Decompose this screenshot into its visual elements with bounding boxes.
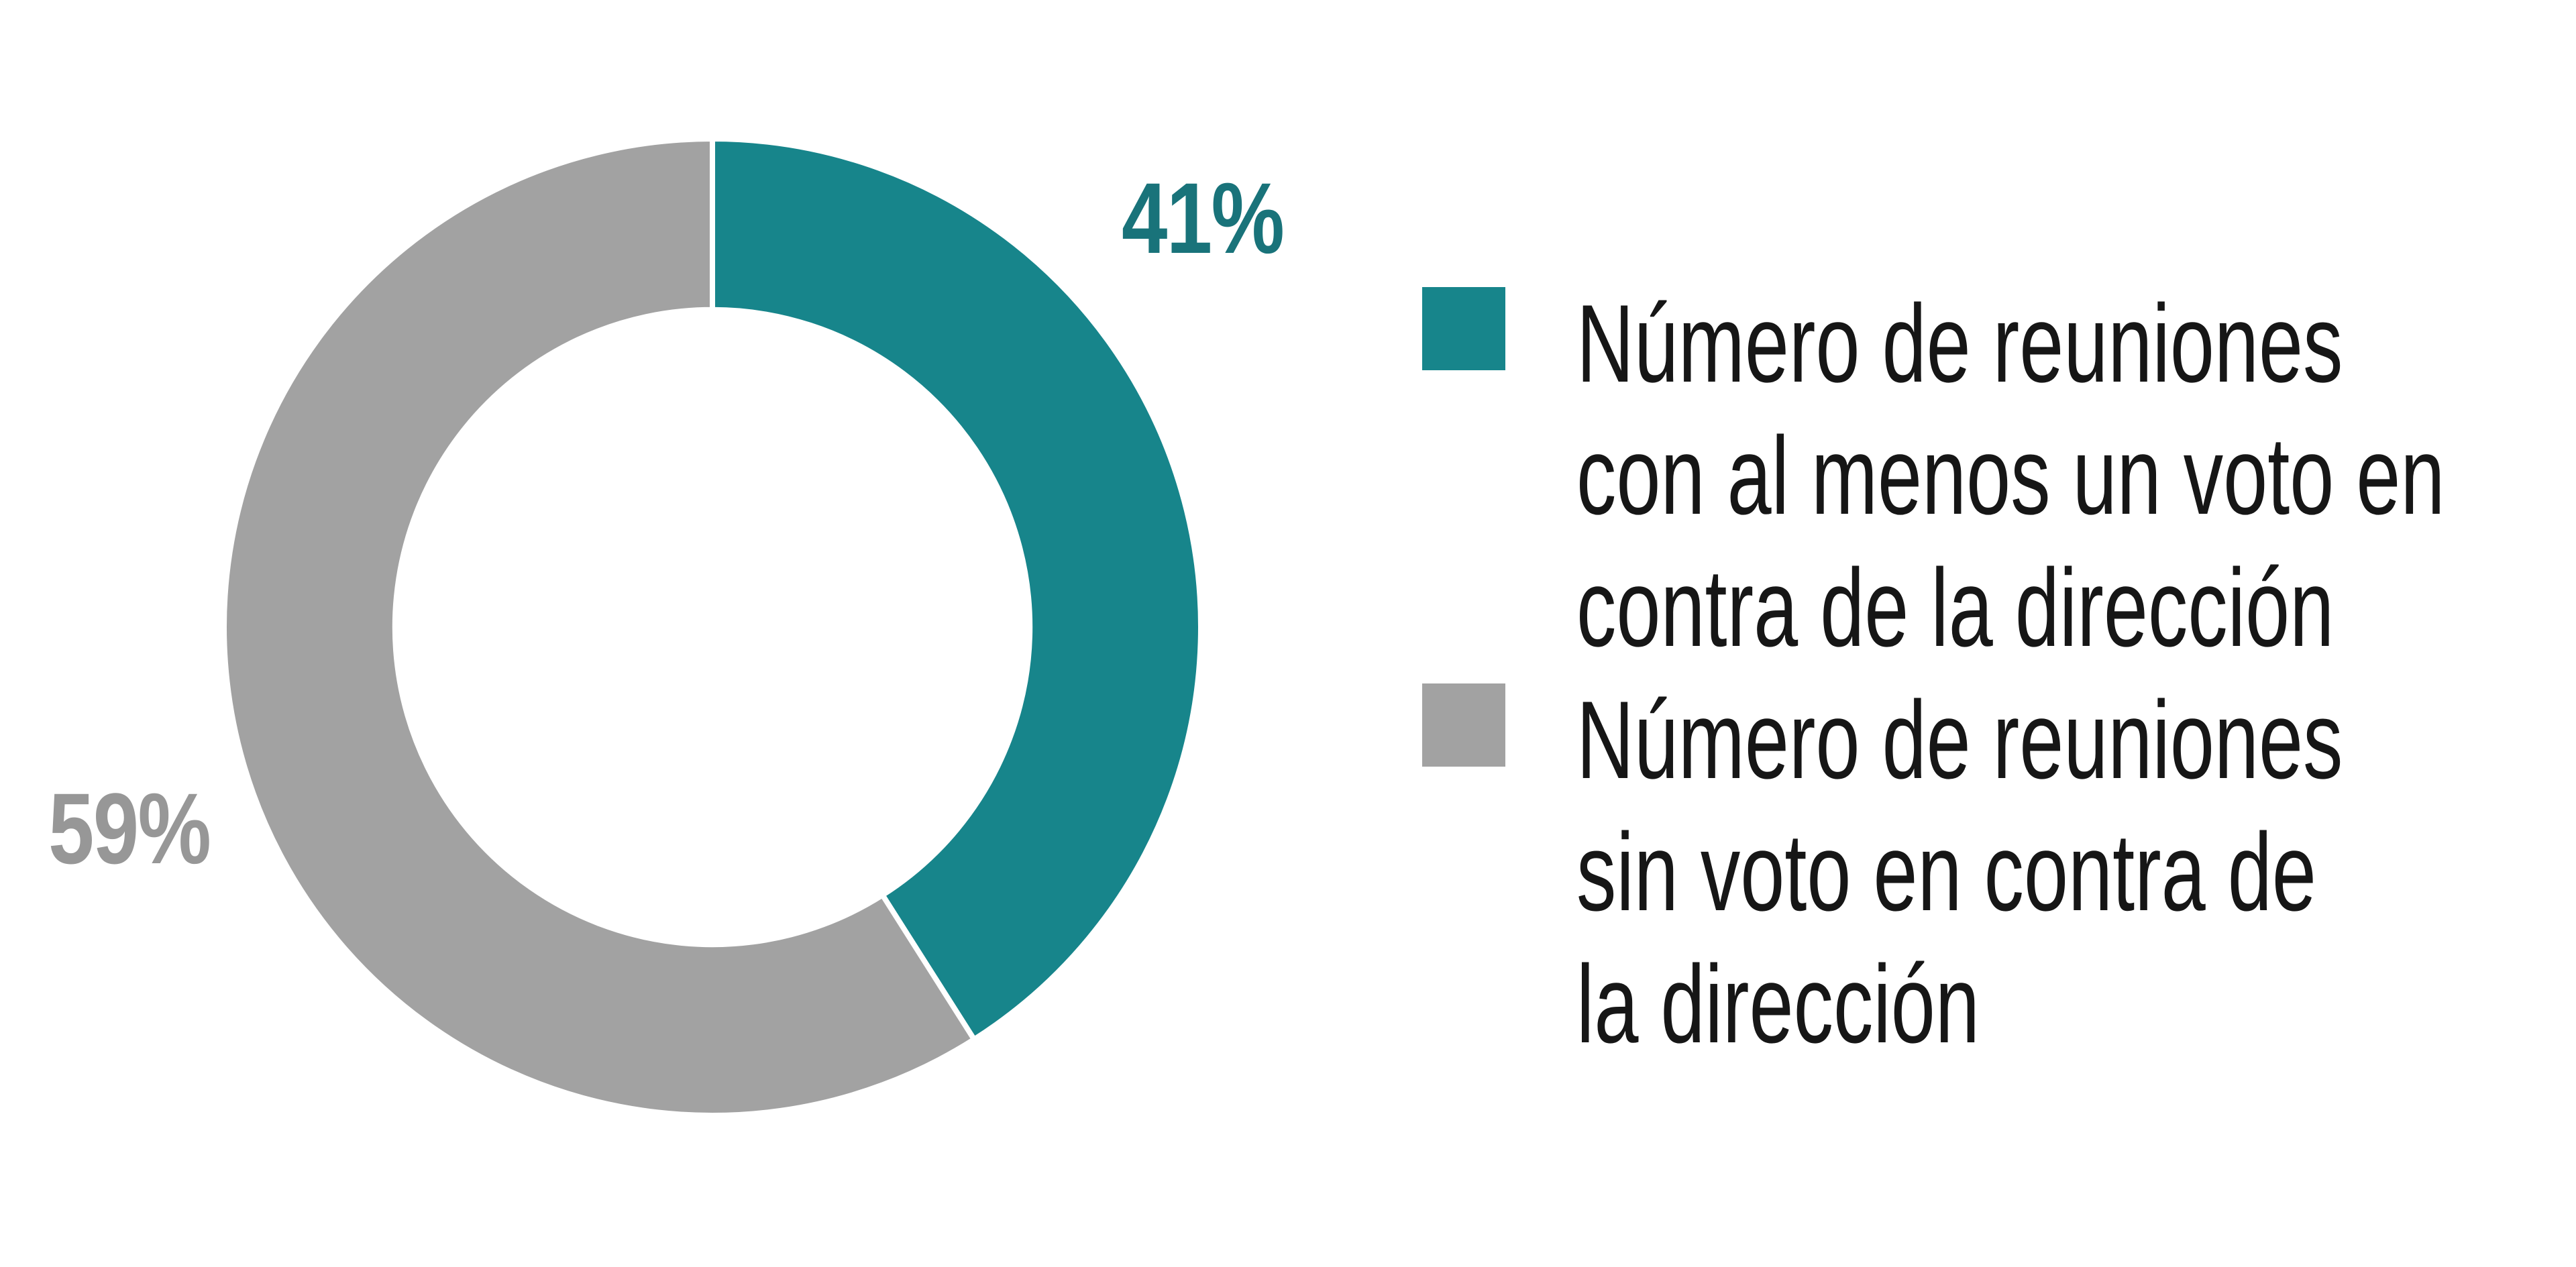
legend-label-without-dissent: Número de reuniones sin voto en contra d…: [1576, 674, 2343, 1070]
percent-label-without-dissent: 59%: [48, 772, 211, 885]
legend-label-with-dissent: Número de reuniones con al menos un voto…: [1576, 278, 2445, 674]
legend-line: con al menos un voto en: [1576, 414, 2445, 537]
legend-line: Número de reuniones: [1576, 282, 2343, 405]
legend-item-with-dissent: Número de reuniones con al menos un voto…: [1422, 278, 2576, 674]
legend-line: la dirección: [1576, 942, 1980, 1066]
legend: Número de reuniones con al menos un voto…: [1422, 278, 2576, 1070]
legend-swatch-gray: [1422, 683, 1505, 767]
legend-line: sin voto en contra de: [1576, 810, 2316, 934]
legend-line: contra de la dirección: [1576, 546, 2334, 669]
percent-label-with-dissent: 41%: [1122, 162, 1285, 274]
legend-swatch-teal: [1422, 287, 1505, 370]
legend-item-without-dissent: Número de reuniones sin voto en contra d…: [1422, 674, 2576, 1070]
donut-segment-1: [221, 135, 978, 1118]
donut-segment-0: [710, 135, 1203, 1044]
legend-line: Número de reuniones: [1576, 678, 2343, 802]
